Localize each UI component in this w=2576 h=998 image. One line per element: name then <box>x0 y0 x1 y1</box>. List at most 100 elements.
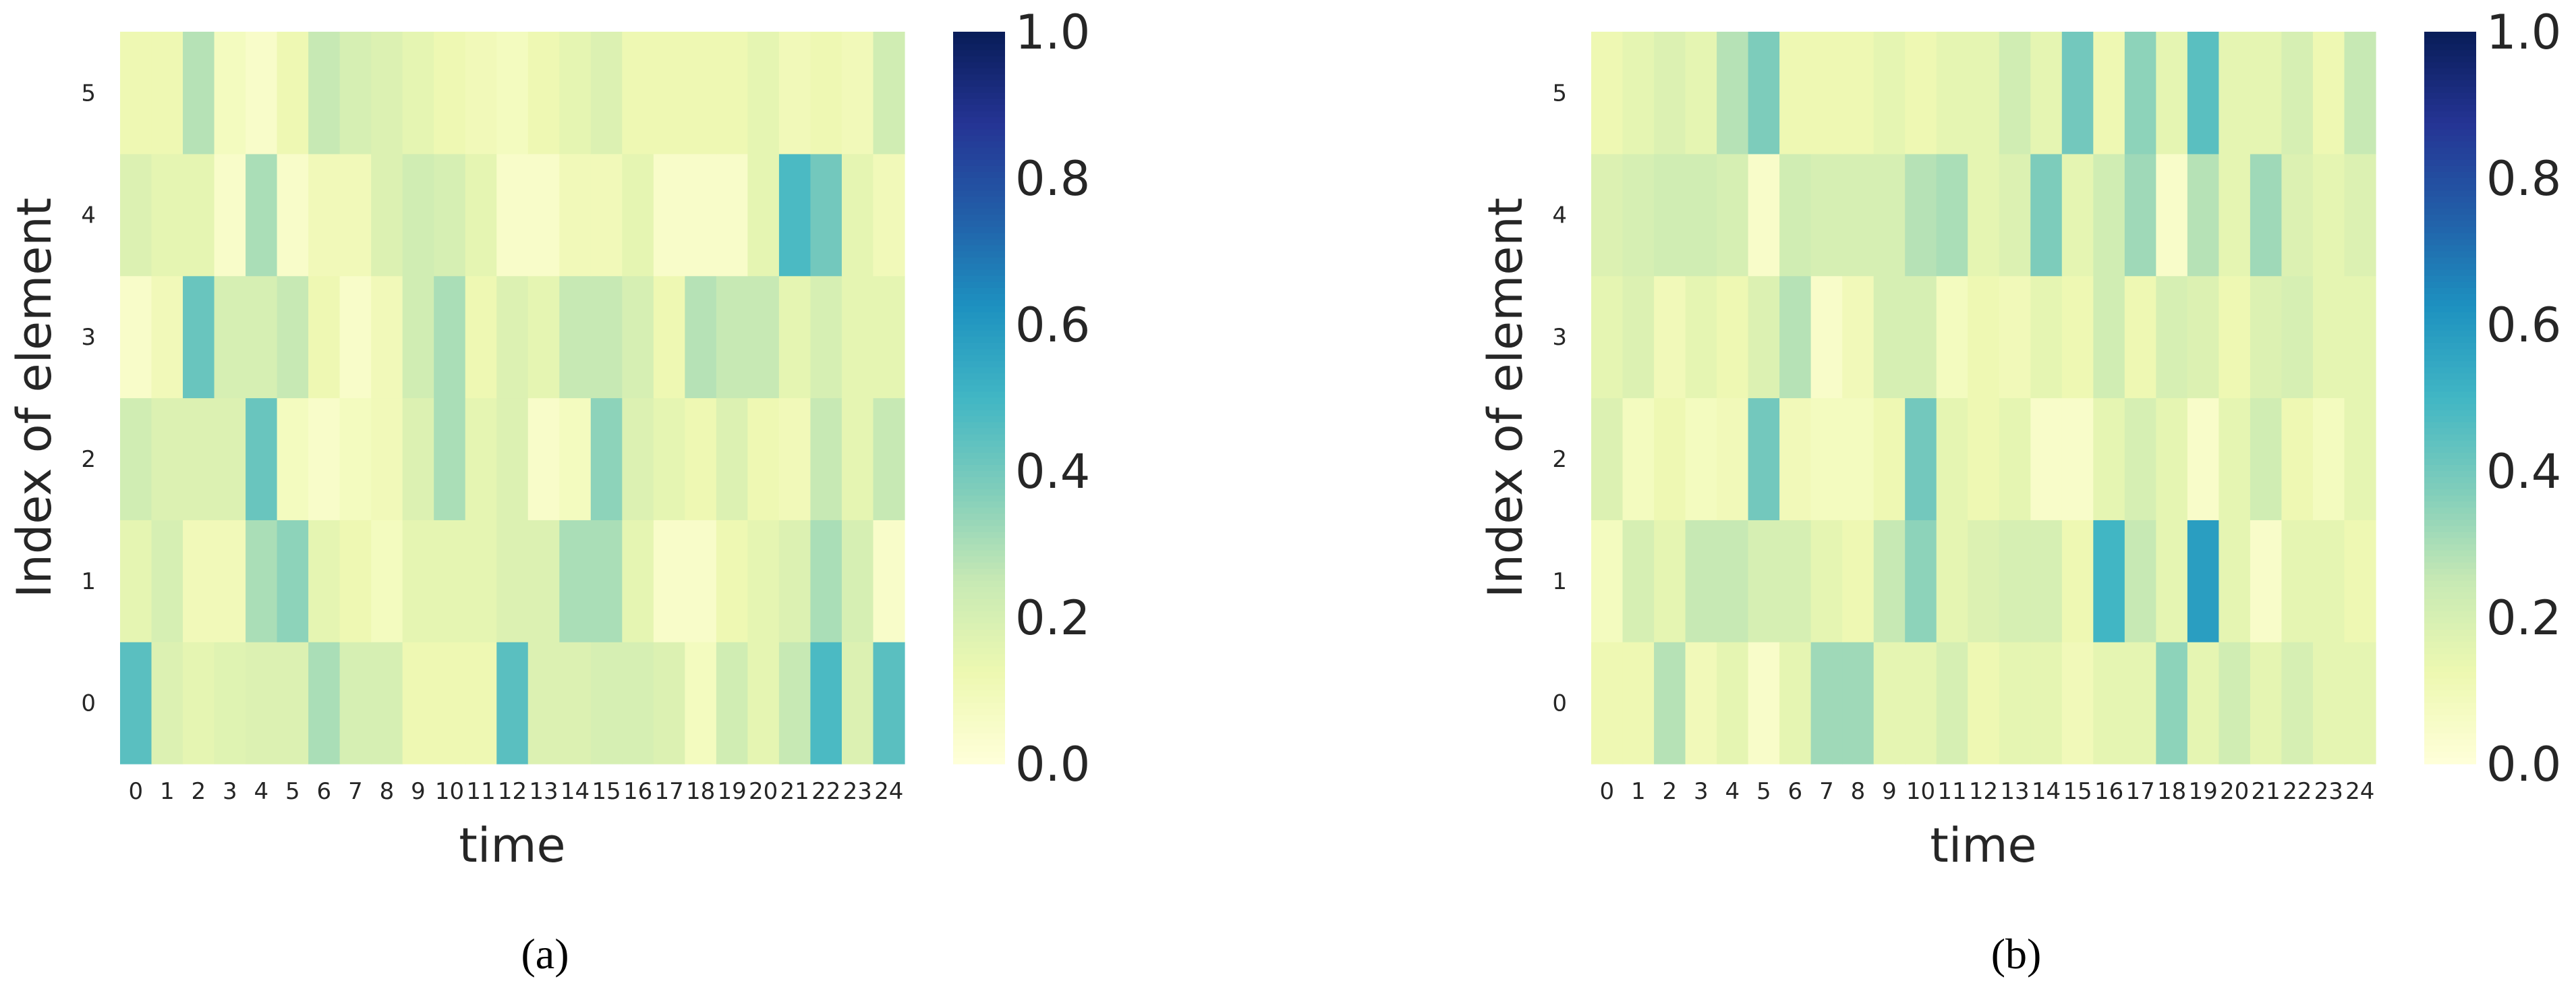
colorbar-segment <box>2424 452 2476 460</box>
colorbar-segment <box>953 343 1005 350</box>
heatmap-cell <box>402 275 434 399</box>
x-tick-label: 12 <box>1969 778 1998 805</box>
colorbar-segment <box>953 68 1005 75</box>
heatmap-cell <box>2281 32 2314 155</box>
colorbar-segment <box>953 654 1005 661</box>
colorbar-segment <box>953 331 1005 337</box>
heatmap-cell <box>2093 397 2125 520</box>
heatmap-cell <box>2061 520 2094 642</box>
colorbar-segment <box>953 452 1005 460</box>
colorbar-segment <box>953 507 1005 514</box>
heatmap-cell <box>277 397 309 520</box>
heatmap-cell <box>214 153 246 277</box>
colorbar-segment <box>953 745 1005 752</box>
heatmap-cell <box>653 153 685 277</box>
heatmap-cell <box>1717 32 1749 155</box>
heatmap-cell <box>747 397 780 520</box>
heatmap-cell <box>1873 153 1906 277</box>
colorbar-segment <box>953 702 1005 710</box>
x-tick-label: 4 <box>1725 778 1740 805</box>
colorbar-segment <box>953 294 1005 301</box>
heatmap-cell <box>1591 642 1624 765</box>
heatmap-cell <box>1717 153 1749 277</box>
colorbar-segment <box>953 636 1005 642</box>
heatmap-cell <box>653 642 685 765</box>
colorbar-segment <box>953 410 1005 417</box>
heatmap-cell <box>1622 397 1655 520</box>
heatmap-cell <box>873 153 905 277</box>
heatmap-cell <box>590 32 623 155</box>
heatmap-cell <box>151 397 183 520</box>
colorbar-segment <box>953 605 1005 612</box>
colorbar-segment <box>953 397 1005 405</box>
heatmap-cell <box>590 520 623 642</box>
colorbar-segment <box>953 592 1005 600</box>
colorbar <box>2424 32 2476 765</box>
colorbar-segment <box>2424 702 2476 710</box>
heatmap-cell <box>1905 397 1937 520</box>
heatmap-cell <box>1654 642 1686 765</box>
colorbar-segment <box>2424 514 2476 520</box>
colorbar-segment <box>953 86 1005 94</box>
heatmap-cell <box>120 275 152 399</box>
colorbar-segment <box>2424 165 2476 173</box>
heatmap-cell <box>2250 153 2283 277</box>
heatmap-cell <box>2219 520 2251 642</box>
colorbar-segment <box>953 159 1005 167</box>
x-tick-label: 14 <box>561 778 590 805</box>
colorbar-segment <box>953 574 1005 582</box>
heatmap-cell <box>2250 275 2283 399</box>
colorbar-segment <box>2424 331 2476 337</box>
x-tick-label: 3 <box>1694 778 1709 805</box>
colorbar-segment <box>953 361 1005 368</box>
heatmap-cell <box>434 153 466 277</box>
heatmap-cell <box>277 642 309 765</box>
colorbar-tick-label: 1.0 <box>1015 5 1090 60</box>
colorbar-segment <box>2424 477 2476 484</box>
colorbar-segment <box>2424 672 2476 680</box>
x-axis-label: time <box>459 818 565 873</box>
heatmap-cell <box>778 275 811 399</box>
x-tick-label: 18 <box>686 778 715 805</box>
colorbar-segment <box>953 141 1005 148</box>
colorbar-segment <box>2424 611 2476 618</box>
colorbar-segment <box>2424 739 2476 746</box>
colorbar-segment <box>953 184 1005 191</box>
heatmap-cell <box>2156 153 2188 277</box>
heatmap-cell <box>465 642 497 765</box>
colorbar-segment <box>2424 648 2476 655</box>
colorbar-segment <box>2424 275 2476 283</box>
colorbar-segment <box>2424 74 2476 81</box>
colorbar-segment <box>953 257 1005 265</box>
colorbar-segment <box>2424 440 2476 447</box>
colorbar-segment <box>2424 446 2476 453</box>
colorbar-segment <box>2424 62 2476 69</box>
colorbar-segment <box>2424 68 2476 75</box>
heatmap-cell <box>2281 397 2314 520</box>
y-tick-label: 4 <box>1552 202 1567 229</box>
colorbar-segment <box>2424 391 2476 399</box>
heatmap-cell <box>716 642 748 765</box>
colorbar-segment <box>2424 733 2476 740</box>
y-tick-label: 2 <box>1552 446 1567 473</box>
heatmap-cell <box>2093 153 2125 277</box>
heatmap-cell <box>496 275 529 399</box>
colorbar-segment <box>953 422 1005 429</box>
heatmap-cell <box>2281 642 2314 765</box>
colorbar-segment <box>953 727 1005 734</box>
heatmap-cell <box>685 397 717 520</box>
heatmap-cell <box>1654 32 1686 155</box>
colorbar-segment <box>2424 147 2476 155</box>
heatmap-cell <box>2156 520 2188 642</box>
colorbar-segment <box>2424 654 2476 661</box>
heatmap-cell <box>2124 397 2156 520</box>
colorbar-segment <box>2424 636 2476 642</box>
heatmap-cell <box>2281 275 2314 399</box>
colorbar-segment <box>953 99 1005 106</box>
colorbar-segment <box>2424 483 2476 490</box>
heatmap-cell <box>778 32 811 155</box>
heatmap-cell <box>716 32 748 155</box>
colorbar-tick-label: 0.4 <box>2486 444 2561 499</box>
x-tick-label: 15 <box>592 778 621 805</box>
colorbar-segment <box>2424 422 2476 429</box>
